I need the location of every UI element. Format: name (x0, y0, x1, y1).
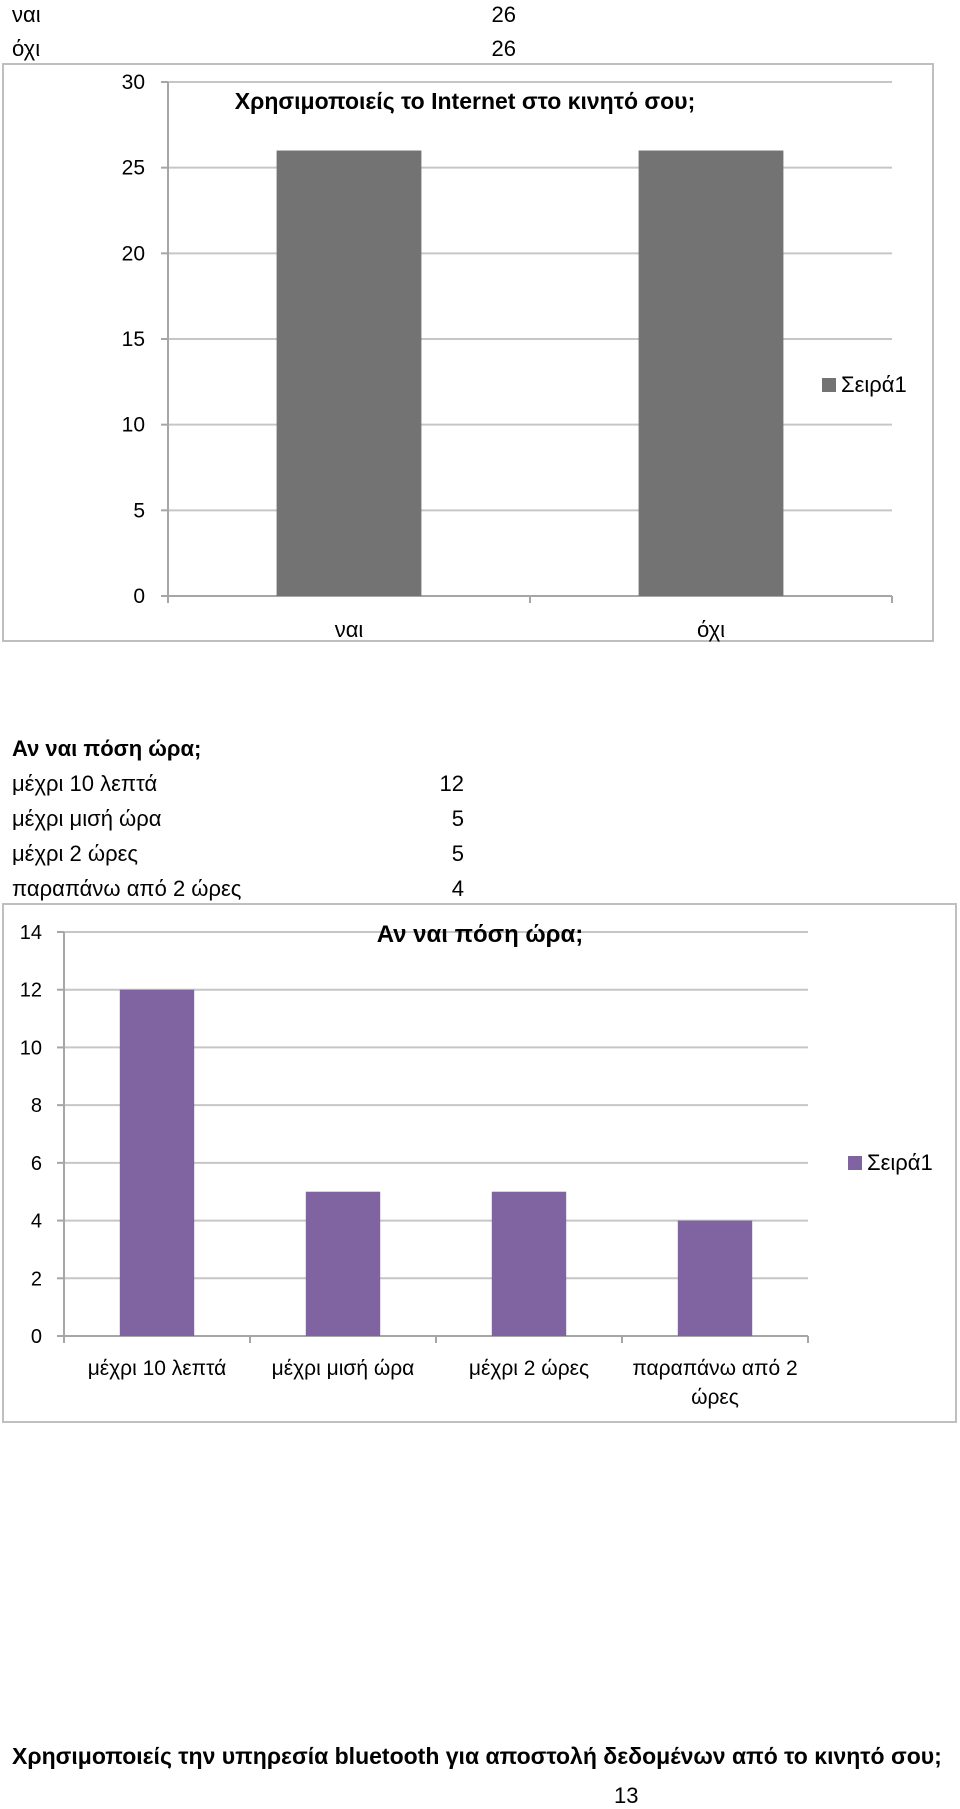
y-tick-label: 4 (31, 1211, 42, 1233)
bar-2 (305, 1191, 381, 1336)
table1-label-1: όχι (12, 36, 41, 61)
y-tick-label: 0 (133, 585, 145, 608)
x-category-label: παραπάνω από 2 (632, 1357, 797, 1380)
duration-chart: 0 2 4 6 8 10 12 14 μέχρι 10 λεπτά μέχρι μισή ώρα μ… (20, 921, 933, 1409)
y-tick-label: 20 (122, 242, 145, 265)
table2-heading: Αν ναι πόση ώρα; (12, 736, 202, 761)
y-tick-label: 10 (122, 414, 145, 437)
y-tick-label: 10 (20, 1037, 42, 1059)
table2-label-1: μέχρι μισή ώρα (12, 806, 162, 831)
table2-label-2: μέχρι 2 ώρες (12, 841, 138, 866)
table2-value-3: 4 (451, 876, 464, 901)
bar-1 (276, 150, 422, 597)
internet-chart: 0 5 10 15 20 25 30 ναι όχι Χρησιμοποιείς το Inter… (122, 71, 907, 642)
y-tick-label: 12 (20, 980, 42, 1002)
legend-label: Σειρά1 (867, 1150, 933, 1175)
y-tick-label: 2 (31, 1268, 42, 1290)
y-tick-label: 25 (122, 157, 145, 180)
bar-3 (491, 1191, 567, 1336)
y-tick-label: 15 (122, 328, 145, 351)
table1-value-1: 26 (491, 36, 516, 61)
bar-4 (677, 1220, 753, 1336)
table2-value-0: 12 (439, 771, 464, 796)
y-tick-label: 30 (122, 71, 145, 94)
x-category-label: μέχρι 10 λεπτά (88, 1357, 227, 1380)
page-number: 13 (614, 1783, 639, 1808)
table2-label-3: παραπάνω από 2 ώρες (12, 876, 242, 901)
next-question: Χρησιμοποιείς την υπηρεσία bluetooth για… (12, 1743, 942, 1769)
table1-value-0: 26 (491, 2, 516, 27)
x-category-label: ναι (335, 617, 364, 642)
y-tick-label: 0 (31, 1326, 42, 1348)
table2-label-0: μέχρι 10 λεπτά (12, 771, 158, 796)
x-category-label: μέχρι 2 ώρες (469, 1357, 589, 1380)
legend-label: Σειρά1 (841, 372, 907, 397)
table2-value-1: 5 (451, 806, 464, 831)
bar-2 (638, 150, 784, 597)
y-tick-label: 14 (20, 922, 42, 944)
y-tick-label: 5 (133, 499, 145, 522)
table2-value-2: 5 (451, 841, 464, 866)
chart-title: Χρησιμοποιείς το Internet στο κινητό σου… (235, 88, 695, 114)
chart-title: Αν ναι πόση ώρα; (377, 921, 584, 948)
x-category-label: όχι (697, 617, 725, 642)
legend-swatch (822, 378, 836, 392)
table1-label-0: ναι (12, 2, 41, 27)
bar-1 (119, 989, 195, 1336)
y-tick-label: 6 (31, 1153, 42, 1175)
y-tick-label: 8 (31, 1095, 42, 1117)
x-category-label: ώρες (691, 1386, 739, 1409)
legend-swatch (848, 1156, 862, 1170)
x-category-label: μέχρι μισή ώρα (272, 1357, 415, 1380)
